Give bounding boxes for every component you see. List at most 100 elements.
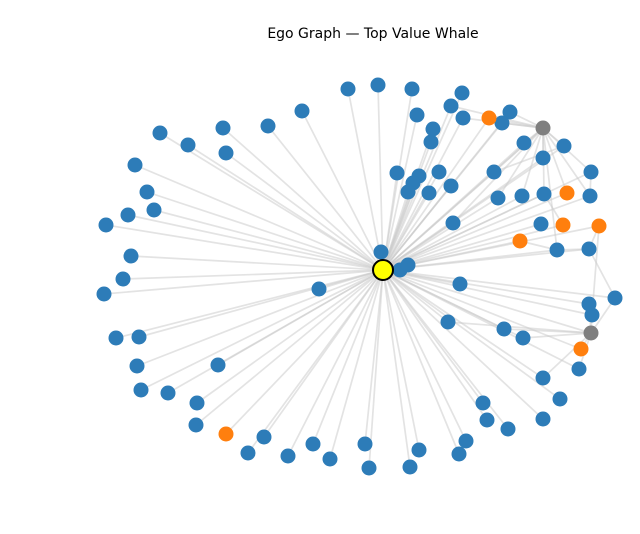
graph-node-blue: [445, 215, 461, 231]
graph-node-blue: [189, 395, 205, 411]
graph-node-blue: [533, 216, 549, 232]
graph-edge: [136, 269, 384, 367]
graph-edge: [382, 269, 420, 451]
graph-node-blue: [490, 190, 506, 206]
graph-node-blue: [146, 202, 162, 218]
graph-node-blue: [583, 164, 599, 180]
graph-node-blue: [475, 395, 491, 411]
graph-edge: [329, 269, 384, 460]
graph-edge: [382, 222, 454, 271]
graph-node-blue: [502, 104, 518, 120]
graph-node-blue: [370, 77, 386, 93]
graph-node-blue: [479, 412, 495, 428]
graph-node-blue: [452, 276, 468, 292]
graph-node-orange: [573, 341, 589, 357]
graph-edge: [115, 269, 384, 339]
graph-edge: [382, 195, 523, 271]
graph-edge: [377, 84, 384, 271]
graph-node-blue: [256, 429, 272, 445]
graph-node-blue: [115, 271, 131, 287]
graph-edge: [103, 269, 384, 295]
graph-node-blue: [340, 81, 356, 97]
graph-edge: [521, 127, 544, 197]
graph-node-blue: [440, 314, 456, 330]
graph-node-blue: [133, 382, 149, 398]
graph-node-blue: [402, 459, 418, 475]
graph-node-orange: [591, 218, 607, 234]
graph-node-blue: [123, 248, 139, 264]
graph-edge: [382, 185, 452, 271]
graph-edge: [382, 269, 460, 455]
graph-node-blue: [210, 357, 226, 373]
graph-edge: [382, 269, 593, 316]
graph-edge: [196, 269, 384, 404]
graph-node-blue: [494, 115, 510, 131]
graph-node-blue: [311, 281, 327, 297]
graph-node-blue: [516, 135, 532, 151]
graph-edge: [382, 269, 488, 421]
graph-node-blue: [98, 217, 114, 233]
graph-node-orange: [559, 185, 575, 201]
graph-node-gray: [583, 325, 599, 341]
graph-edge: [382, 171, 495, 271]
graph-edge: [187, 144, 384, 271]
graph-node-blue: [409, 107, 425, 123]
graph-edge: [382, 269, 505, 330]
graph-edge: [542, 127, 568, 194]
graph-node-blue: [218, 145, 234, 161]
graph-edge: [382, 193, 545, 271]
graph-edge: [382, 269, 411, 468]
graph-edge: [167, 269, 384, 394]
graph-node-gray: [535, 120, 551, 136]
graph-node-blue: [431, 164, 447, 180]
graph-node-blue: [188, 417, 204, 433]
graph-node-blue: [305, 436, 321, 452]
graph-node-blue: [535, 370, 551, 386]
graph-node-blue: [389, 165, 405, 181]
graph-node-blue: [552, 391, 568, 407]
graph-edge: [382, 269, 467, 442]
graph-edge: [263, 269, 384, 438]
graph-edge: [522, 332, 592, 339]
graph-node-blue: [515, 330, 531, 346]
graph-edge: [382, 114, 418, 271]
graph-edge: [347, 88, 384, 271]
graph-edge: [382, 225, 600, 271]
ego-graph-canvas: [96, 77, 623, 476]
graph-edge: [368, 269, 384, 469]
graph-node-blue: [582, 188, 598, 204]
graph-node-blue: [423, 134, 439, 150]
graph-edge: [382, 191, 409, 271]
graph-node-blue: [280, 448, 296, 464]
graph-edge: [382, 192, 568, 271]
graph-node-blue: [400, 257, 416, 273]
graph-node-blue: [514, 188, 530, 204]
graph-node-blue: [361, 460, 377, 476]
graph-node-blue: [486, 164, 502, 180]
graph-node-blue: [607, 290, 623, 306]
graph-node-blue: [120, 207, 136, 223]
graph-edge: [195, 269, 384, 426]
graph-edge: [588, 248, 616, 299]
graph-node-blue: [139, 184, 155, 200]
graph-node-orange: [512, 233, 528, 249]
graph-edge: [382, 269, 592, 334]
graph-node-blue: [454, 85, 470, 101]
graph-edge: [130, 255, 384, 271]
graph-node-blue: [260, 118, 276, 134]
graph-edge: [382, 269, 449, 323]
graph-edge: [138, 269, 384, 338]
graph-node-blue: [425, 121, 441, 137]
graph-node-blue: [535, 411, 551, 427]
graph-edge: [542, 332, 592, 379]
graph-node-blue: [458, 433, 474, 449]
graph-node-blue: [571, 361, 587, 377]
graph-node-blue: [215, 120, 231, 136]
graph-node-blue: [451, 446, 467, 462]
graph-edge: [382, 192, 430, 271]
graph-edge: [267, 125, 384, 271]
graph-node-blue: [400, 184, 416, 200]
graph-edge: [140, 269, 384, 391]
graph-edge: [225, 152, 384, 271]
graph-edge: [312, 269, 384, 445]
